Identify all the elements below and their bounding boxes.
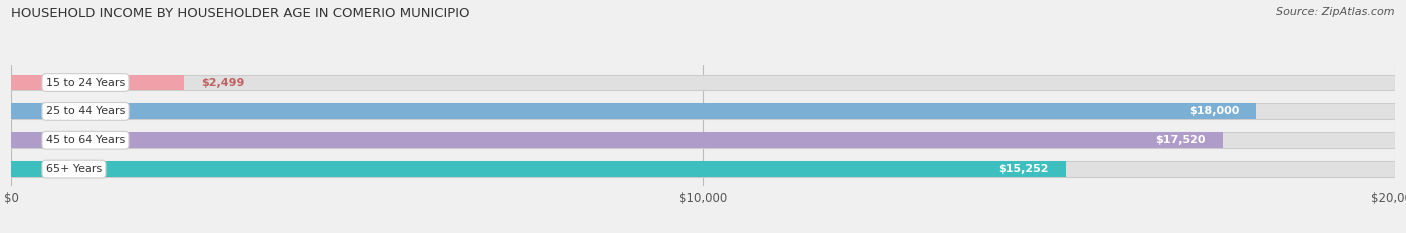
Text: $15,252: $15,252	[998, 164, 1049, 174]
Bar	[11, 161, 1066, 177]
Text: Source: ZipAtlas.com: Source: ZipAtlas.com	[1277, 7, 1395, 17]
Text: 65+ Years: 65+ Years	[46, 164, 103, 174]
Text: HOUSEHOLD INCOME BY HOUSEHOLDER AGE IN COMERIO MUNICIPIO: HOUSEHOLD INCOME BY HOUSEHOLDER AGE IN C…	[11, 7, 470, 20]
Text: $2,499: $2,499	[201, 78, 245, 88]
Bar	[11, 132, 1395, 148]
Text: 45 to 64 Years: 45 to 64 Years	[46, 135, 125, 145]
Text: $18,000: $18,000	[1188, 106, 1239, 116]
Bar	[11, 75, 1395, 90]
Bar	[11, 103, 1257, 119]
Text: 25 to 44 Years: 25 to 44 Years	[46, 106, 125, 116]
Text: $17,520: $17,520	[1156, 135, 1206, 145]
Text: 15 to 24 Years: 15 to 24 Years	[46, 78, 125, 88]
Bar	[11, 161, 1395, 177]
Bar	[11, 103, 1395, 119]
Bar	[11, 75, 184, 90]
Bar	[11, 132, 1223, 148]
